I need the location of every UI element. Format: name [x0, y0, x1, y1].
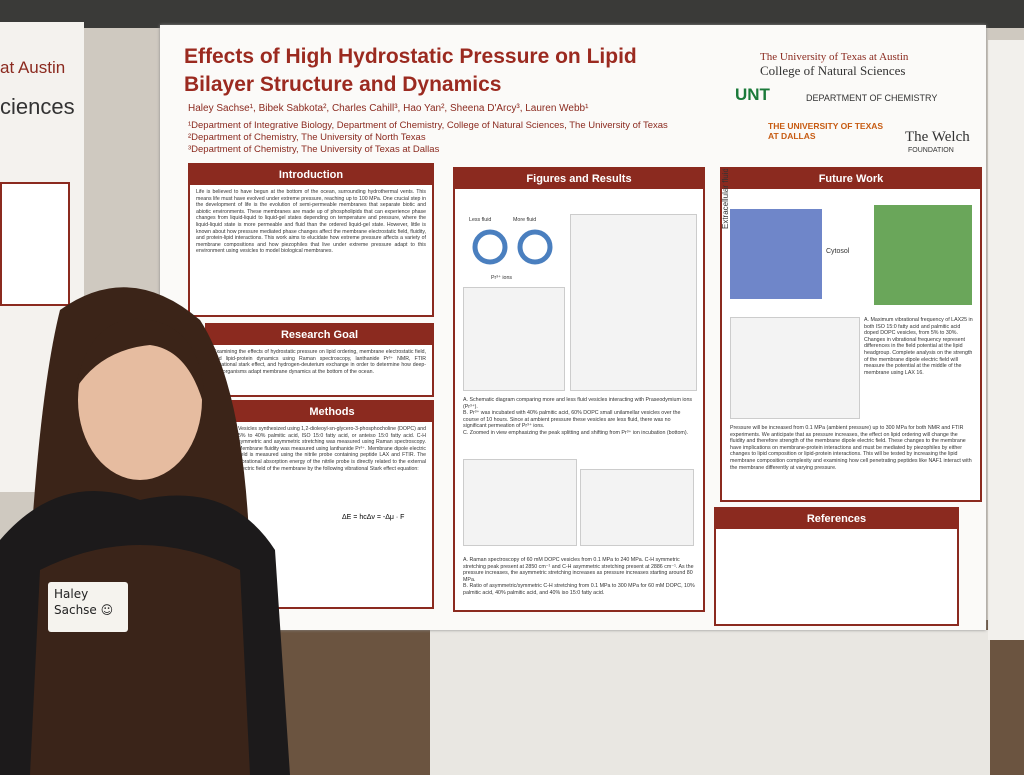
- fig-label: Extracellular fluid: [721, 168, 730, 229]
- section-heading: Research Goal: [207, 325, 432, 345]
- logo-text: FOUNDATION: [908, 147, 954, 154]
- logo-text: DEPARTMENT OF CHEMISTRY: [806, 93, 938, 103]
- authors: Haley Sachse¹, Bibek Sabkota², Charles C…: [188, 103, 589, 114]
- vesicle-diagram: [472, 229, 553, 265]
- section-heading: References: [716, 509, 957, 529]
- poster-title: Effects of High Hydrostatic Pressure on …: [184, 45, 637, 96]
- logo-text: THE UNIVERSITY OF TEXAS AT DALLAS: [768, 121, 884, 141]
- caption: A. Maximum vibrational frequency of LAX2…: [864, 317, 973, 376]
- panel: Future Work Extracellular fluid Cytosol …: [720, 167, 982, 502]
- affiliation: ²Department of Chemistry, The University…: [188, 132, 426, 143]
- section-heading: Future Work: [722, 169, 980, 189]
- nmr-plot: [570, 214, 697, 391]
- panel: Methods Vesicles synthesized using 1,2-d…: [230, 400, 434, 609]
- simulation-image: [874, 205, 972, 305]
- panel: Figures and Results Less fluid More flui…: [453, 167, 705, 612]
- logo-text: UNT: [735, 85, 770, 104]
- caption: A. Schematic diagram comparing more and …: [463, 397, 695, 437]
- section-heading: Introduction: [190, 165, 432, 185]
- membrane-diagram: [730, 209, 822, 299]
- section-text: Examining the effects of hydrostatic pre…: [213, 349, 426, 375]
- caption-line: A. Raman spectroscopy of 60 mM DOPC vesi…: [463, 557, 694, 583]
- side-text: at Austin: [0, 58, 66, 77]
- logo-text: The University of Texas at Austin: [760, 51, 909, 63]
- caption: A. Raman spectroscopy of 60 mM DOPC vesi…: [463, 557, 695, 597]
- side-poster-right: [988, 40, 1024, 640]
- section-text: Vesicles synthesized using 1,2-dioleoyl-…: [238, 426, 426, 472]
- affiliation: ³Department of Chemistry, The University…: [188, 144, 440, 155]
- logo-text: The Welch: [905, 129, 970, 145]
- fig-label: Less fluid: [469, 217, 492, 223]
- person: [0, 287, 290, 775]
- caption-line: A. Schematic diagram comparing more and …: [463, 397, 693, 410]
- fig-label: Pr³⁺ ions: [491, 275, 513, 281]
- section-text: Pressure will be increased from 0.1 MPa …: [730, 425, 972, 471]
- logo-text: College of Natural Sciences: [760, 63, 906, 78]
- lax-plot: [730, 317, 860, 419]
- raman-plot: [463, 459, 577, 546]
- panel: References: [714, 507, 959, 626]
- fig-label: More fluid: [513, 217, 537, 223]
- affiliation: ¹Department of Integrative Biology, Depa…: [188, 120, 668, 131]
- poster: Effects of High Hydrostatic Pressure on …: [160, 25, 986, 630]
- section-heading: Figures and Results: [455, 169, 703, 189]
- caption-line: C. Zoomed in view emphasizing the peak s…: [463, 429, 689, 436]
- equation: ΔE = hcΔν = -Δμ · F: [342, 514, 405, 521]
- board: [430, 630, 990, 775]
- ratio-plot: [580, 469, 694, 546]
- caption-line: B. Ratio of asymmetric/symmetric C-H str…: [463, 583, 695, 596]
- side-panel: [0, 182, 70, 306]
- nmr-stack: [463, 287, 565, 391]
- name-tag: Haley Sachse ☺: [48, 582, 128, 632]
- caption-line: B. Pr³⁺ was incubated with 40% palmitic …: [463, 410, 681, 430]
- panel: Introduction Life is believed to have be…: [188, 163, 434, 317]
- section-text: Life is believed to have begun at the bo…: [196, 189, 426, 255]
- wall-top: [0, 0, 1024, 28]
- side-text: ciences: [0, 94, 75, 119]
- panel: Research Goal Examining the effects of h…: [205, 323, 434, 397]
- section-heading: Methods: [232, 402, 432, 422]
- side-poster: at Austin ciences: [0, 22, 84, 492]
- fig-label: Cytosol: [826, 248, 850, 255]
